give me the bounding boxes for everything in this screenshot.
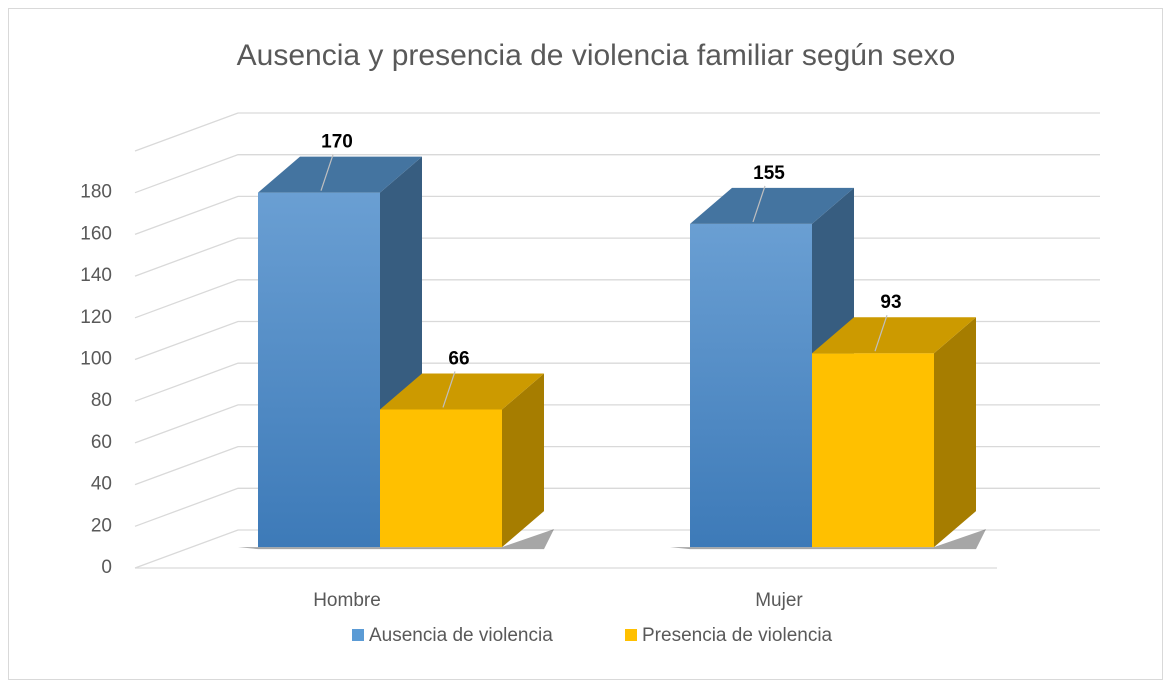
data-label: 93	[880, 292, 901, 313]
chart-frame	[8, 8, 1163, 680]
y-tick-label: 40	[91, 474, 112, 495]
bar	[380, 409, 502, 548]
bar	[812, 353, 934, 548]
bar-top	[812, 317, 976, 354]
y-tick-label: 20	[91, 515, 112, 536]
bar	[690, 223, 812, 548]
leader-line	[320, 154, 334, 191]
x-tick-label: Hombre	[313, 590, 381, 611]
data-label: 155	[753, 163, 785, 184]
y-tick-label: 100	[80, 349, 112, 370]
leader-line	[752, 185, 766, 223]
chart-title: Ausencia y presencia de violencia famili…	[237, 39, 956, 72]
y-tick-label: 140	[80, 265, 112, 286]
leader-line	[442, 371, 456, 408]
y-tick-label: 60	[91, 432, 112, 453]
legend-label: Presencia de violencia	[642, 625, 833, 646]
y-tick-label: 80	[91, 390, 112, 411]
legend-swatch	[625, 629, 637, 641]
bar-side	[934, 317, 976, 548]
wall-top	[134, 112, 1100, 152]
grid-line	[134, 154, 1100, 194]
bar-top	[690, 187, 854, 224]
y-tick-label: 160	[80, 223, 112, 244]
y-tick-label: 0	[101, 557, 112, 578]
legend-label: Ausencia de violencia	[369, 625, 553, 646]
y-tick-label: 180	[80, 182, 112, 203]
legend-swatch	[352, 629, 364, 641]
leader-line	[874, 315, 888, 352]
y-tick-label: 120	[80, 307, 112, 328]
bar-top	[258, 156, 422, 193]
data-label: 170	[321, 132, 353, 153]
x-tick-label: Mujer	[755, 590, 803, 611]
data-label: 66	[448, 349, 469, 370]
bar	[258, 192, 380, 548]
bar-top	[380, 373, 544, 410]
bar-side	[502, 373, 544, 548]
